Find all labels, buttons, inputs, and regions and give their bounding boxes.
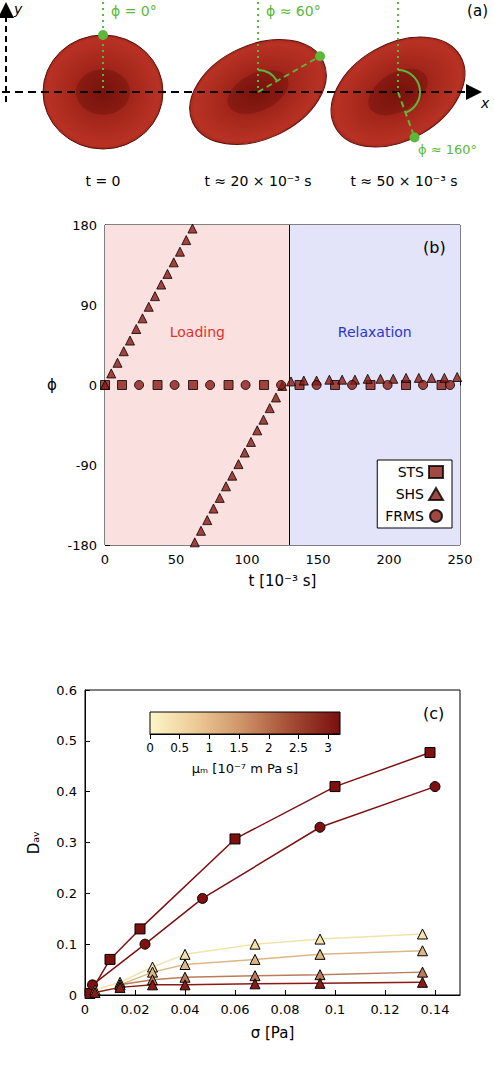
svg-text:(b): (b) <box>423 238 446 257</box>
svg-text:0.4: 0.4 <box>56 784 77 799</box>
svg-text:0.08: 0.08 <box>271 1002 300 1017</box>
svg-text:180: 180 <box>72 218 97 233</box>
svg-text:2.5: 2.5 <box>289 741 308 755</box>
svg-text:-90: -90 <box>76 458 97 473</box>
svg-text:Relaxation: Relaxation <box>338 324 412 340</box>
svg-text:t ≈ 20 × 10⁻³ s: t ≈ 20 × 10⁻³ s <box>204 173 311 189</box>
svg-text:1: 1 <box>206 741 214 755</box>
svg-text:0.2: 0.2 <box>56 886 77 901</box>
svg-text:0.5: 0.5 <box>170 741 189 755</box>
svg-text:150: 150 <box>306 552 331 567</box>
svg-text:50: 50 <box>168 552 185 567</box>
svg-text:(a): (a) <box>467 2 488 20</box>
svg-text:0.04: 0.04 <box>171 1002 200 1017</box>
svg-text:0.1: 0.1 <box>56 937 77 952</box>
svg-text:90: 90 <box>80 298 97 313</box>
svg-text:μₘ [10⁻⁷ m Pa s]: μₘ [10⁻⁷ m Pa s] <box>192 761 298 776</box>
svg-text:0: 0 <box>89 378 97 393</box>
svg-text:0.3: 0.3 <box>56 835 77 850</box>
svg-text:STS: STS <box>398 464 424 480</box>
svg-text:σ [Pa]: σ [Pa] <box>251 1024 295 1042</box>
svg-text:0: 0 <box>69 988 77 1003</box>
svg-text:100: 100 <box>235 552 260 567</box>
svg-text:SHS: SHS <box>396 486 424 502</box>
svg-text:0.5: 0.5 <box>56 733 77 748</box>
svg-text:2: 2 <box>265 741 273 755</box>
svg-text:ϕ = 0°: ϕ = 0° <box>111 3 157 19</box>
svg-text:0: 0 <box>81 1002 89 1017</box>
svg-text:0: 0 <box>101 552 109 567</box>
svg-text:t = 0: t = 0 <box>85 173 120 189</box>
svg-text:0.14: 0.14 <box>421 1002 450 1017</box>
svg-text:0.06: 0.06 <box>221 1002 250 1017</box>
svg-text:ϕ ≈ 60°: ϕ ≈ 60° <box>266 3 321 19</box>
svg-text:t ≈ 50 × 10⁻³ s: t ≈ 50 × 10⁻³ s <box>350 173 457 189</box>
svg-text:y: y <box>13 1 23 17</box>
svg-text:200: 200 <box>377 552 402 567</box>
svg-text:0.12: 0.12 <box>371 1002 400 1017</box>
svg-text:x: x <box>480 95 490 111</box>
svg-text:ϕ: ϕ <box>47 376 57 394</box>
svg-text:ϕ ≈ 160°: ϕ ≈ 160° <box>418 142 477 157</box>
svg-text:t [10⁻³ s]: t [10⁻³ s] <box>249 572 317 590</box>
svg-text:1.5: 1.5 <box>230 741 249 755</box>
svg-text:0.1: 0.1 <box>325 1002 346 1017</box>
svg-text:(c): (c) <box>423 704 444 723</box>
svg-text:3: 3 <box>324 741 332 755</box>
svg-text:0: 0 <box>146 741 154 755</box>
svg-text:FRMS: FRMS <box>385 508 424 524</box>
svg-text:250: 250 <box>448 552 473 567</box>
svg-text:Loading: Loading <box>170 324 225 340</box>
svg-text:-180: -180 <box>67 538 97 553</box>
svg-text:0.6: 0.6 <box>56 683 77 698</box>
svg-text:0.02: 0.02 <box>121 1002 150 1017</box>
svg-text:Dₐᵥ: Dₐᵥ <box>25 831 43 855</box>
